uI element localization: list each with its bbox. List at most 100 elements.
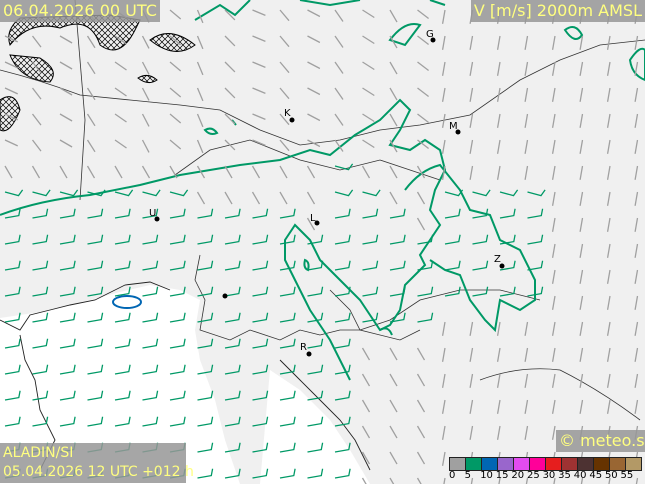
wind-barb bbox=[307, 312, 324, 323]
wind-barb bbox=[417, 286, 434, 297]
wind-barb bbox=[32, 416, 49, 427]
wind-barb bbox=[196, 139, 204, 154]
wind-barb bbox=[635, 477, 639, 484]
wind-barb bbox=[606, 191, 611, 206]
wind-barb bbox=[579, 399, 584, 414]
wind-barb bbox=[197, 390, 214, 401]
wind-barb bbox=[32, 364, 49, 375]
wind-barb bbox=[361, 477, 367, 484]
wind-barb bbox=[169, 338, 186, 349]
wind-barb bbox=[469, 425, 474, 440]
wind-barb bbox=[417, 234, 434, 245]
wind-barb bbox=[444, 260, 461, 271]
wind-barb bbox=[417, 35, 429, 46]
wind-barb bbox=[634, 191, 639, 206]
wind-barb bbox=[59, 165, 68, 179]
wind-barb bbox=[224, 35, 236, 47]
legend-tick: 50 bbox=[604, 470, 618, 481]
legend-tick: 5 bbox=[464, 470, 471, 481]
legend-swatch bbox=[593, 457, 610, 471]
wind-barb bbox=[416, 477, 422, 484]
wind-barb bbox=[196, 35, 204, 50]
wind-barb bbox=[441, 165, 446, 180]
wind-barb bbox=[307, 139, 321, 148]
wind-barb bbox=[444, 189, 464, 197]
wind-barb bbox=[142, 364, 159, 375]
wind-barb bbox=[417, 260, 434, 271]
wind-barb bbox=[224, 390, 241, 401]
wind-barb bbox=[389, 260, 406, 271]
wind-barb bbox=[32, 312, 49, 323]
wind-barb bbox=[224, 9, 236, 21]
wind-barb bbox=[444, 234, 461, 245]
wind-barb bbox=[114, 338, 131, 349]
valid-time-label: 06.04.2026 00 UTC bbox=[0, 0, 160, 22]
wind-barb bbox=[389, 61, 398, 75]
wind-barb bbox=[59, 416, 76, 427]
wind-barb bbox=[551, 217, 556, 232]
wind-barb bbox=[307, 338, 324, 349]
wind-barb bbox=[59, 139, 73, 148]
wind-barb bbox=[279, 234, 296, 245]
wind-barb bbox=[527, 189, 546, 197]
wind-barb bbox=[441, 451, 446, 466]
wind-barb bbox=[86, 35, 96, 49]
wind-barb bbox=[580, 477, 584, 484]
wind-barb bbox=[307, 35, 321, 44]
city-label-m: M bbox=[449, 121, 458, 132]
wind-barb bbox=[524, 113, 529, 128]
wind-barb bbox=[142, 312, 159, 323]
wind-barb bbox=[279, 165, 288, 179]
wind-barb bbox=[252, 9, 266, 16]
wind-barb bbox=[32, 338, 49, 349]
wind-barb bbox=[197, 416, 214, 427]
wind-barb bbox=[524, 165, 529, 180]
wind-barb bbox=[196, 9, 204, 24]
wind-barb bbox=[470, 477, 474, 484]
wind-barb bbox=[551, 295, 556, 310]
legend-swatch bbox=[529, 457, 546, 471]
wind-barb bbox=[252, 312, 269, 323]
wind-barb bbox=[362, 139, 375, 149]
legend-tick: 20 bbox=[511, 470, 525, 481]
wind-barb bbox=[579, 217, 584, 232]
wind-barb bbox=[334, 113, 344, 126]
wind-barb bbox=[416, 451, 426, 465]
wind-barb bbox=[87, 338, 104, 349]
wind-barb bbox=[417, 312, 434, 323]
wind-barb bbox=[142, 260, 159, 271]
wind-barb bbox=[527, 260, 544, 271]
wind-barb bbox=[499, 286, 516, 297]
wind-barb bbox=[362, 35, 375, 45]
wind-barb bbox=[224, 338, 241, 349]
wind-barb bbox=[32, 208, 49, 219]
wind-barb bbox=[634, 321, 639, 336]
wind-barb bbox=[279, 416, 296, 427]
wind-barb bbox=[59, 312, 76, 323]
wind-barb bbox=[197, 260, 214, 271]
wind-barb bbox=[441, 399, 446, 414]
wind-barb bbox=[361, 399, 371, 413]
wind-barb bbox=[441, 321, 446, 336]
wind-barb bbox=[169, 312, 186, 323]
wind-barb bbox=[389, 87, 398, 101]
wind-barb bbox=[59, 35, 73, 44]
wind-barb bbox=[169, 113, 182, 124]
wind-barb bbox=[114, 208, 131, 219]
wind-barb bbox=[606, 269, 611, 284]
wind-barb bbox=[142, 338, 159, 349]
wind-barb bbox=[606, 243, 611, 258]
wind-barb bbox=[307, 234, 324, 245]
wind-barb bbox=[606, 295, 611, 310]
wind-barb bbox=[197, 338, 214, 349]
color-legend bbox=[449, 457, 642, 471]
wind-barb bbox=[169, 189, 189, 197]
wind-barb bbox=[527, 286, 544, 297]
wind-barb bbox=[307, 9, 321, 18]
wind-barb bbox=[499, 189, 519, 197]
wind-barb bbox=[197, 234, 214, 245]
wind-barb bbox=[224, 416, 241, 427]
wind-barb bbox=[141, 61, 150, 75]
wind-barb bbox=[579, 295, 584, 310]
wind-barb bbox=[469, 165, 474, 180]
